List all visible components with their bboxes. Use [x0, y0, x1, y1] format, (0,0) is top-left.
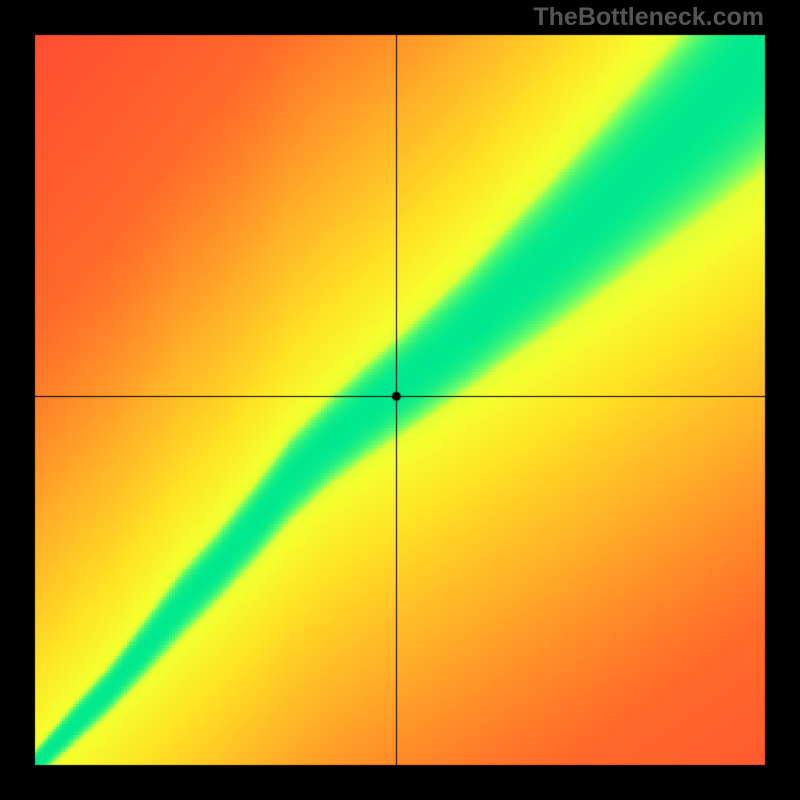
heatmap-overlay	[34, 34, 766, 766]
watermark-text: TheBottleneck.com	[533, 3, 764, 32]
figure-root: TheBottleneck.com	[0, 0, 800, 800]
